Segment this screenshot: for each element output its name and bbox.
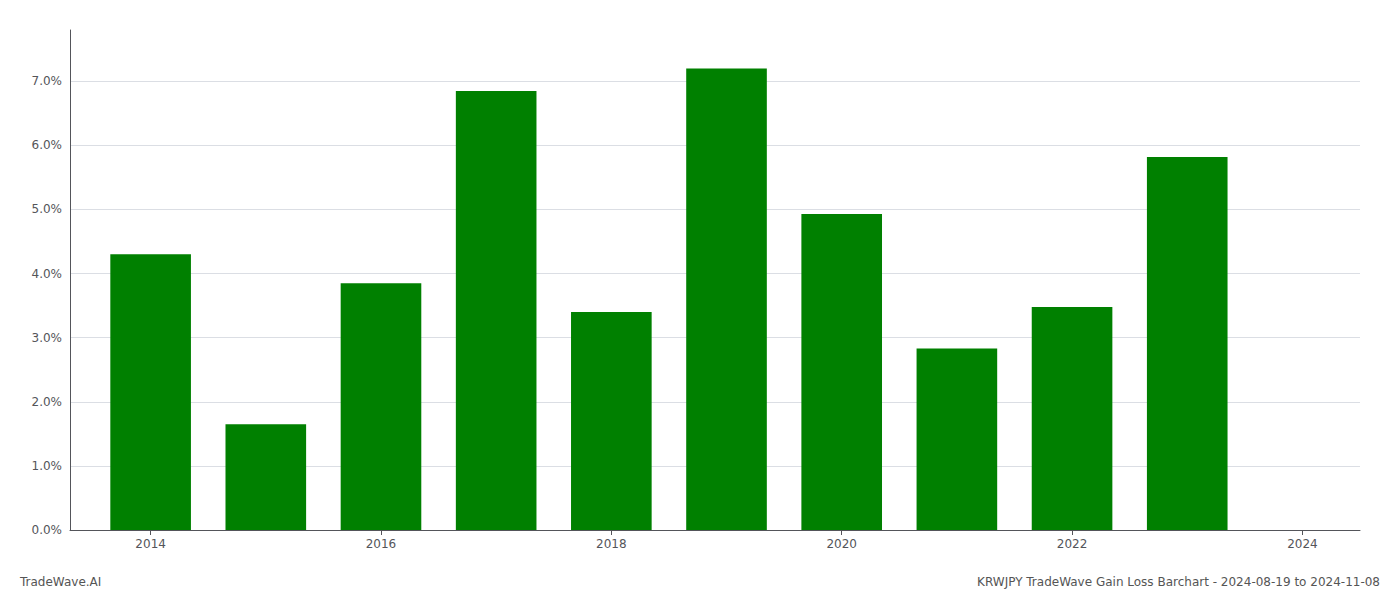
svg-text:1.0%: 1.0% [32, 459, 63, 473]
svg-text:2.0%: 2.0% [32, 395, 63, 409]
svg-text:2020: 2020 [826, 537, 857, 551]
svg-text:KRWJPY TradeWave Gain Loss Bar: KRWJPY TradeWave Gain Loss Barchart - 20… [977, 575, 1380, 589]
svg-text:5.0%: 5.0% [32, 202, 63, 216]
svg-text:7.0%: 7.0% [32, 74, 63, 88]
svg-text:2022: 2022 [1057, 537, 1088, 551]
svg-text:6.0%: 6.0% [32, 138, 63, 152]
svg-text:2014: 2014 [135, 537, 166, 551]
svg-text:2018: 2018 [596, 537, 627, 551]
svg-text:3.0%: 3.0% [32, 331, 63, 345]
svg-text:4.0%: 4.0% [32, 267, 63, 281]
svg-text:0.0%: 0.0% [32, 523, 63, 537]
svg-text:2016: 2016 [366, 537, 397, 551]
svg-text:TradeWave.AI: TradeWave.AI [19, 575, 101, 589]
svg-text:2024: 2024 [1287, 537, 1318, 551]
